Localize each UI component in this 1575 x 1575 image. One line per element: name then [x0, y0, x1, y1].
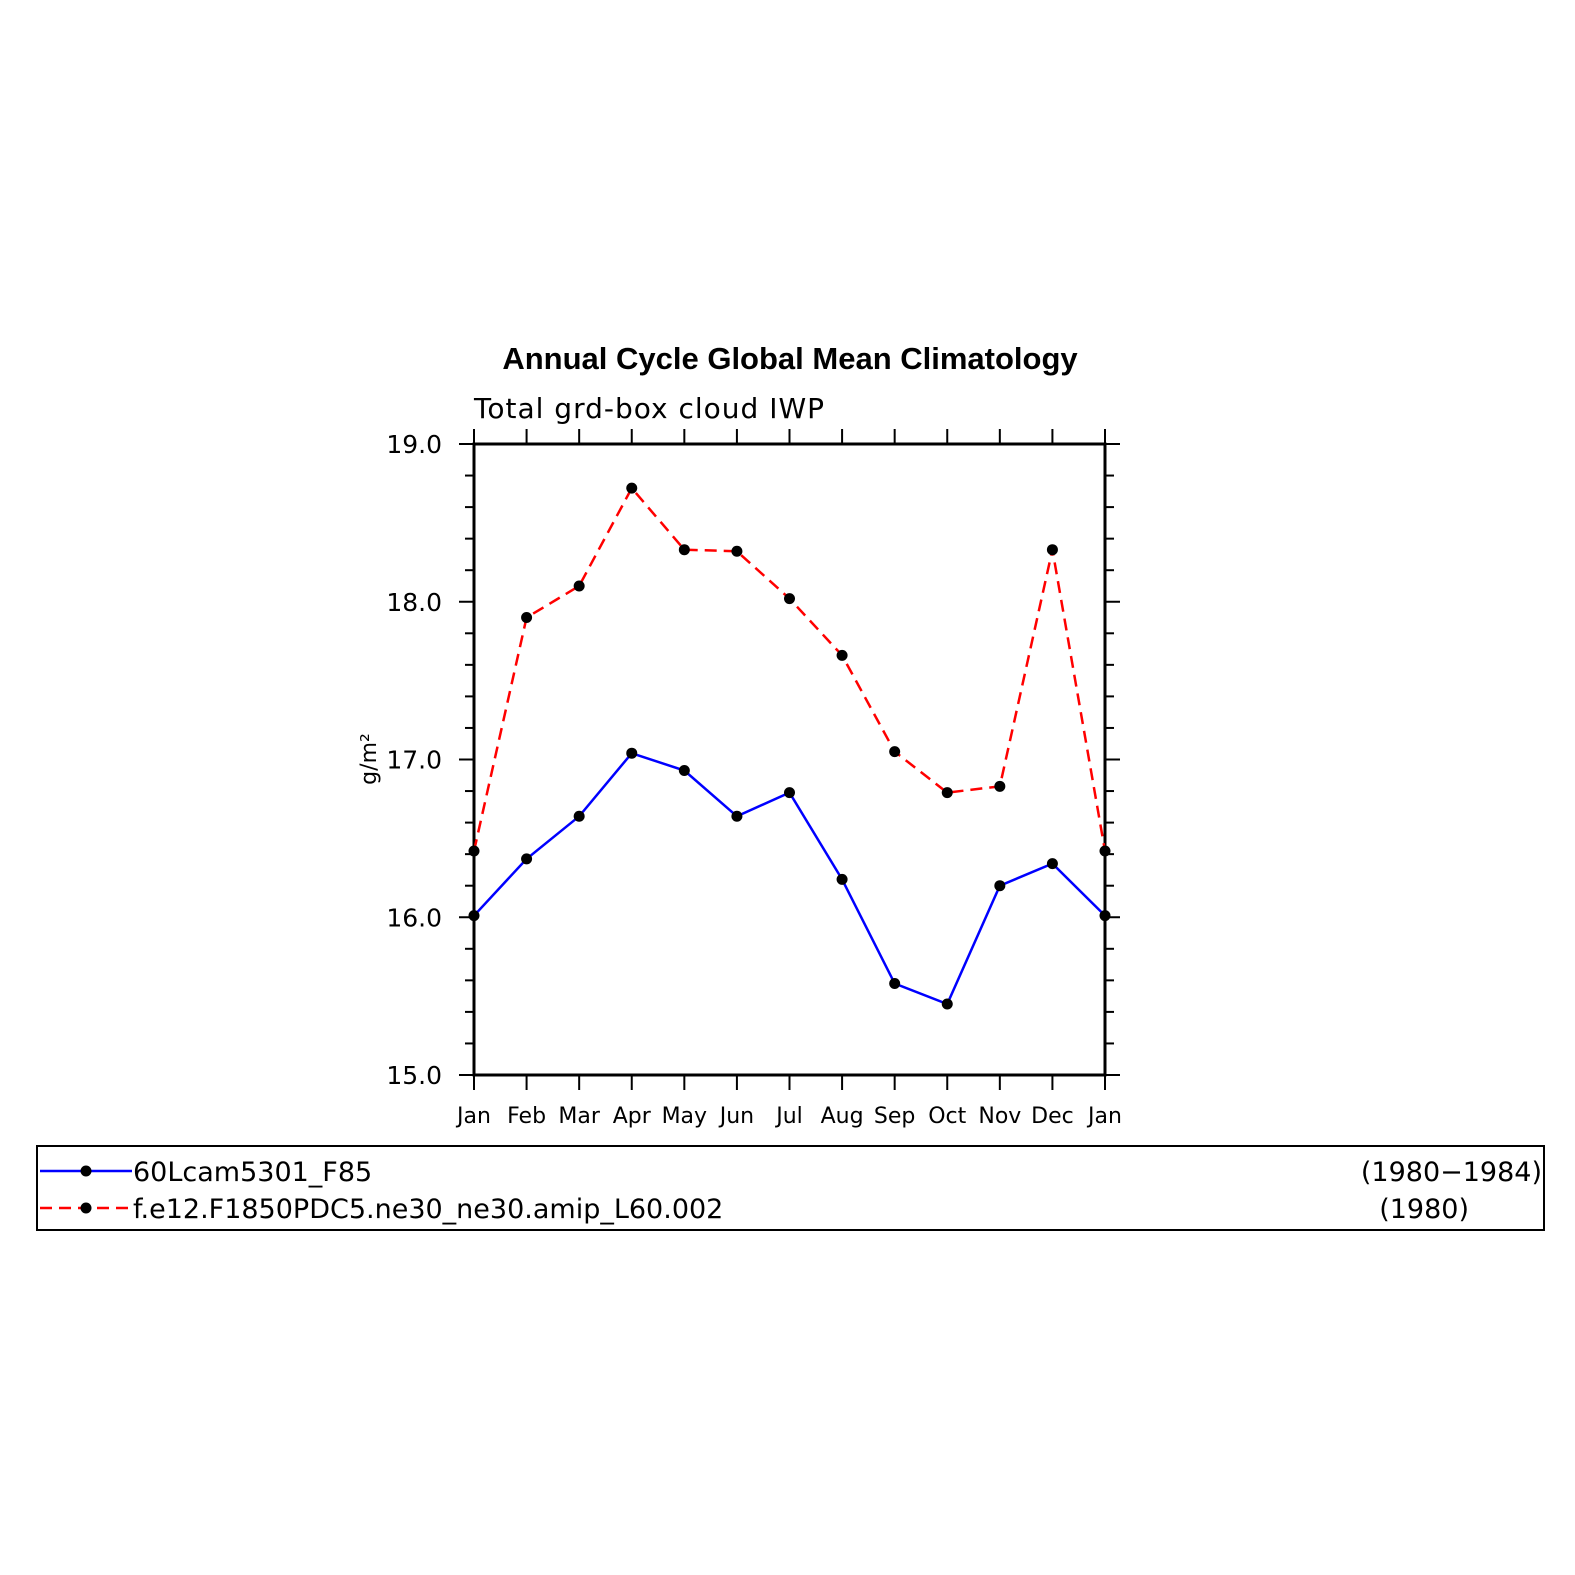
legend-series-name: 60Lcam5301_F85: [133, 1157, 372, 1188]
x-tick-label: May: [662, 1104, 707, 1129]
x-tick-label: Dec: [1031, 1104, 1074, 1129]
x-tick-label: Aug: [821, 1104, 864, 1129]
x-tick-label: Mar: [558, 1104, 600, 1129]
x-tick-label: Jul: [774, 1104, 803, 1129]
y-tick-label: 18.0: [386, 588, 442, 617]
legend-series-name: f.e12.F1850PDC5.ne30_ne30.amip_L60.002: [133, 1194, 723, 1225]
series-2-point: [941, 787, 953, 799]
y-axis-label: g/m²: [357, 733, 382, 785]
series-1-point: [573, 810, 585, 822]
series-2-point: [678, 544, 690, 556]
series-lines: [472, 485, 1107, 1006]
series-1-point: [1099, 910, 1111, 922]
series-1-point: [731, 810, 743, 822]
series-2-point: [889, 746, 901, 758]
y-tick-label: 19.0: [386, 430, 442, 459]
series-1-point: [784, 787, 795, 799]
series-2-point: [521, 612, 533, 624]
chart-title: Annual Cycle Global Mean Climatology: [502, 341, 1078, 376]
x-tick-labels: Jan Feb Mar Apr May Jun Jul Aug Sep Oct Nov Dec Jan: [455, 1104, 1122, 1129]
y-tick-label: 15.0: [386, 1061, 442, 1090]
legend-series-period: (1980−1984): [1361, 1157, 1542, 1188]
series-1-point: [836, 873, 848, 885]
legend-box: [36, 1145, 1545, 1231]
series-2-point: [626, 482, 638, 494]
plot-frame: [472, 442, 1107, 1077]
series-1-point: [941, 998, 953, 1010]
x-tick-label: Nov: [978, 1104, 1021, 1129]
legend-series-period: (1980): [1379, 1194, 1469, 1225]
x-tick-label: Feb: [507, 1104, 546, 1129]
y-tick-label: 17.0: [386, 746, 442, 775]
series-1-point: [889, 978, 901, 990]
series-1-point: [468, 910, 480, 922]
x-tick-label: Jun: [718, 1104, 754, 1129]
series-2-point: [1046, 544, 1058, 556]
axis-ticks: [459, 429, 1120, 1090]
x-tick-label: Jan: [455, 1104, 491, 1129]
series-1-point: [678, 765, 690, 777]
series-1-point: [626, 747, 638, 759]
chart-subtitle: Total grd-box cloud IWP: [473, 392, 825, 425]
y-tick-labels: 15.0 16.0 17.0 18.0 19.0: [386, 430, 442, 1090]
series-2-point: [468, 845, 480, 857]
y-tick-label: 16.0: [386, 903, 442, 932]
series-2-point: [731, 545, 743, 557]
x-tick-label: Sep: [874, 1104, 915, 1129]
x-tick-label: Oct: [928, 1104, 966, 1129]
series-2-point: [1099, 845, 1111, 857]
series-1-point: [994, 880, 1006, 892]
series-2-point: [994, 780, 1006, 792]
x-tick-label: Jan: [1086, 1104, 1122, 1129]
legend-marker-2: [80, 1202, 92, 1214]
series-2-point: [836, 649, 848, 661]
legend-marker-1: [80, 1165, 92, 1177]
series-2-point: [784, 593, 795, 605]
series-2-point: [573, 580, 585, 592]
series-1-point: [1046, 858, 1058, 870]
legend: 60Lcam5301_F85 (1980−1984) f.e12.F1850PDC5…: [40, 1157, 1542, 1225]
x-tick-label: Apr: [613, 1104, 652, 1129]
series-1-point: [521, 853, 533, 865]
series-markers: [468, 482, 1111, 1010]
